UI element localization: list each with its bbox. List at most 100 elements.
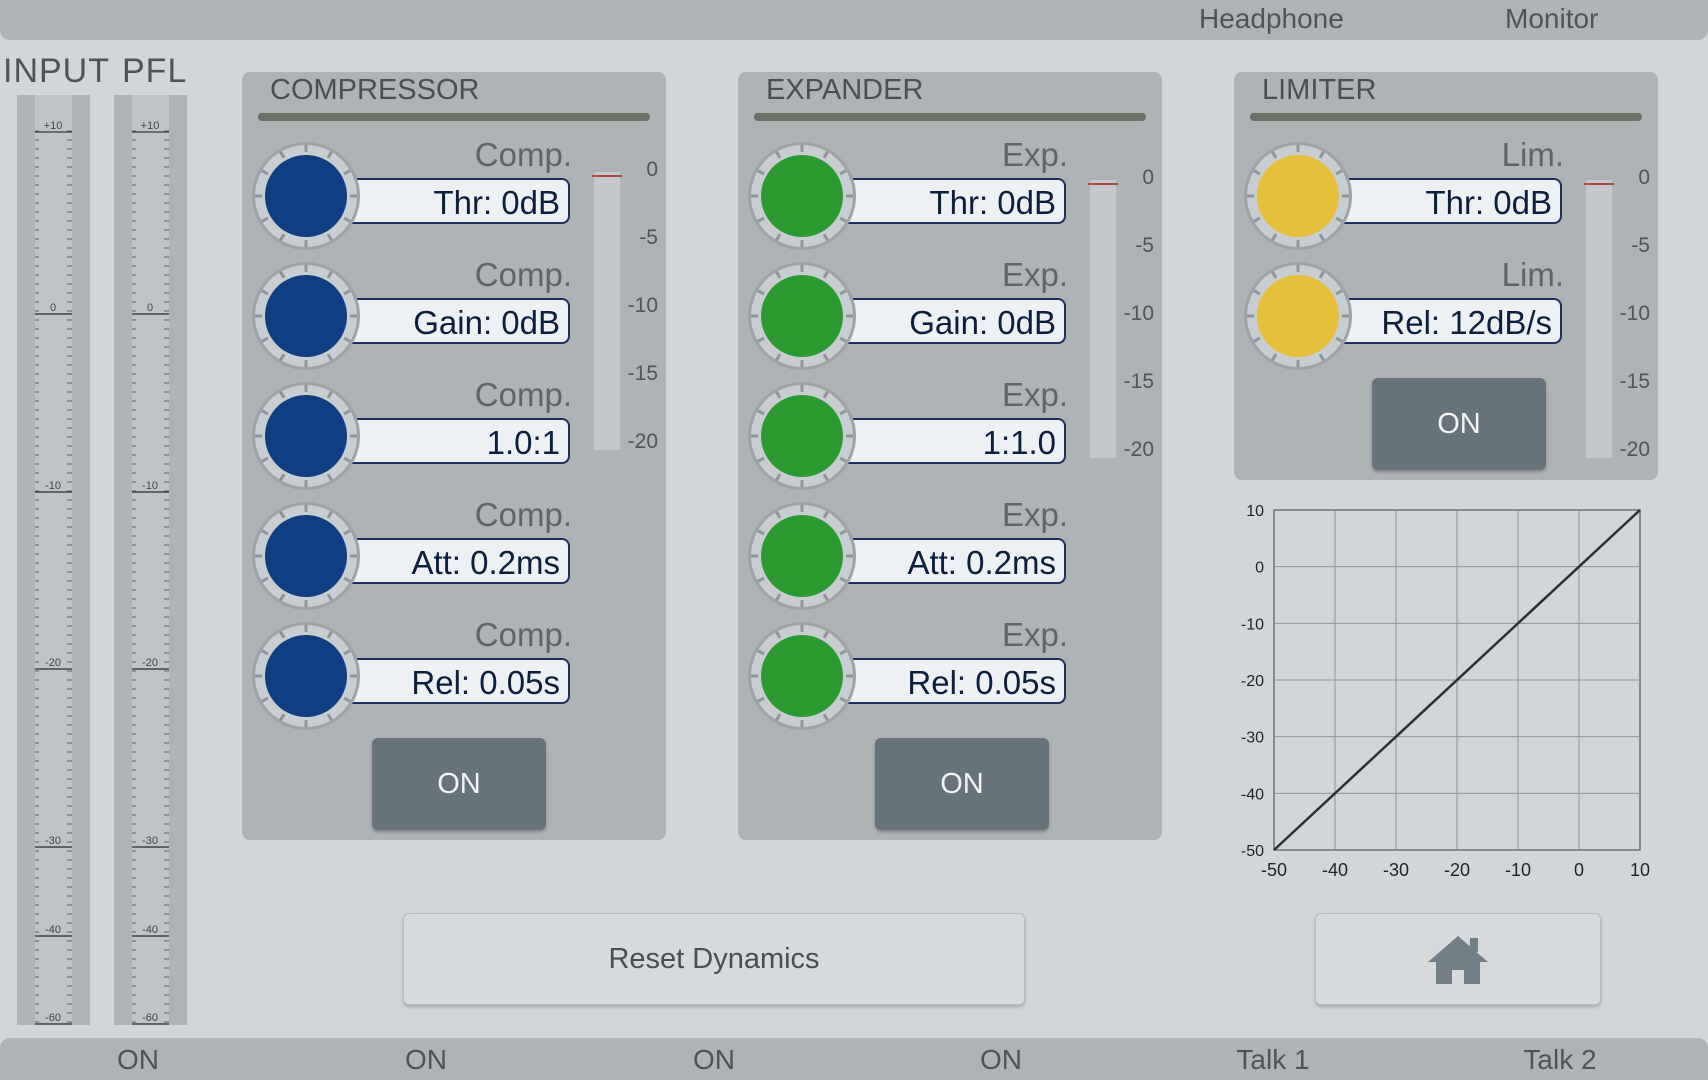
pfl-meter-scale-label: 0 [147, 302, 153, 314]
chart-x-tick-label: -10 [1505, 860, 1531, 880]
limiter-control-label: Lim. [1501, 256, 1564, 293]
compressor-knob[interactable] [252, 382, 360, 490]
expander-knob[interactable] [748, 262, 856, 370]
expander-control-value[interactable]: Gain: 0dB [840, 298, 1066, 344]
expander-control-value[interactable]: Rel: 0.05s [840, 658, 1066, 704]
expander-panel: EXPANDER Exp. Thr: 0dB Exp. Gain: 0dB Exp. 1:… [738, 72, 1162, 840]
expander-title-rule [754, 113, 1146, 121]
compressor-panel: COMPRESSOR Comp. Thr: 0dB Comp. Gain: 0dB Co… [242, 72, 666, 840]
compressor-control-5: Comp. Rel: 0.05s [252, 614, 572, 730]
compressor-knob[interactable] [252, 502, 360, 610]
input-meter-scale-label: -60 [45, 1012, 61, 1024]
footer-button-on-4[interactable]: ON [980, 1044, 1022, 1075]
input-meter-scale-label: -10 [45, 480, 61, 492]
headphone-tab[interactable]: Headphone [1199, 3, 1344, 34]
pfl-meter-scale-label: -60 [142, 1012, 158, 1024]
compressor-knob[interactable] [252, 142, 360, 250]
limiter-gr-tick-label: -10 [1619, 302, 1650, 325]
compressor-control-label: Comp. [474, 256, 572, 293]
expander-control-value[interactable]: 1:1.0 [840, 418, 1066, 464]
expander-control-1: Exp. Thr: 0dB [748, 134, 1068, 250]
bottom-bar: ON ON ON ON Talk 1 Talk 2 [0, 1038, 1708, 1080]
limiter-on-button[interactable]: ON [1372, 378, 1546, 470]
expander-control-value[interactable]: Thr: 0dB [840, 178, 1066, 224]
chart-x-tick-label: -30 [1383, 860, 1409, 880]
limiter-gr-tick-label: -20 [1619, 438, 1650, 461]
chart-x-tick-label: 10 [1630, 860, 1650, 880]
limiter-gain-reduction-meter [1584, 180, 1614, 458]
input-meter-scale-label: 0 [50, 302, 56, 314]
limiter-control-value[interactable]: Rel: 12dB/s [1336, 298, 1562, 344]
input-meter-scale-label: -40 [45, 924, 61, 936]
expander-gain-reduction-meter [1088, 180, 1118, 458]
limiter-knob[interactable] [1244, 142, 1352, 250]
compressor-control-value[interactable]: Gain: 0dB [344, 298, 570, 344]
expander-on-button[interactable]: ON [875, 738, 1049, 830]
chart-y-tick-label: 10 [1246, 503, 1264, 520]
expander-control-value[interactable]: Att: 0.2ms [840, 538, 1066, 584]
chart-x-tick-label: -20 [1444, 860, 1470, 880]
compressor-control-label: Comp. [474, 496, 572, 533]
compressor-knob[interactable] [252, 622, 360, 730]
footer-button-talk-2[interactable]: Talk 2 [1523, 1044, 1597, 1075]
top-bar: Headphone Monitor [0, 0, 1708, 40]
pfl-meter-scale-label: -40 [142, 924, 158, 936]
expander-control-label: Exp. [1001, 376, 1068, 413]
compressor-control-label: Comp. [474, 616, 572, 653]
limiter-control-label: Lim. [1501, 136, 1564, 173]
expander-gr-scale: 0 -5 -10 -15 -20 [1118, 166, 1154, 466]
compressor-gr-scale: 0 -5 -10 -15 -20 [622, 158, 658, 458]
compressor-control-value[interactable]: 1.0:1 [344, 418, 570, 464]
expander-knob[interactable] [748, 382, 856, 490]
compressor-control-value[interactable]: Rel: 0.05s [344, 658, 570, 704]
expander-control-label: Exp. [1001, 496, 1068, 533]
expander-gr-tick-label: -15 [1123, 370, 1154, 393]
chart-x-tick-label: 0 [1574, 860, 1584, 880]
limiter-knob[interactable] [1244, 262, 1352, 370]
footer-button-on-2[interactable]: ON [405, 1044, 447, 1075]
expander-knob[interactable] [748, 502, 856, 610]
compressor-gain-reduction-meter [592, 172, 622, 450]
expander-peak-marker [1088, 183, 1118, 185]
footer-button-on-1[interactable]: ON [117, 1044, 159, 1075]
expander-control-5: Exp. Rel: 0.05s [748, 614, 1068, 730]
input-meter-title: INPUT [3, 52, 110, 90]
compressor-gr-tick-label: -10 [627, 294, 658, 317]
pfl-level-meter: +10 0 -10 -20 -30 -40 -60 [114, 95, 187, 1025]
limiter-control-value[interactable]: Thr: 0dB [1336, 178, 1562, 224]
compressor-knob[interactable] [252, 262, 360, 370]
footer-button-on-3[interactable]: ON [693, 1044, 735, 1075]
limiter-gr-tick-label: -15 [1619, 370, 1650, 393]
expander-title: EXPANDER [766, 74, 924, 106]
home-button[interactable] [1315, 913, 1601, 1005]
chart-y-tick-label: -40 [1241, 786, 1264, 803]
compressor-gr-tick-label: 0 [646, 158, 658, 181]
chart-transfer-line [1273, 509, 1641, 851]
compressor-title: COMPRESSOR [270, 74, 480, 106]
compressor-gr-tick-label: -15 [627, 362, 658, 385]
limiter-control-2: Lim. Rel: 12dB/s [1244, 254, 1564, 370]
compressor-title-rule [258, 113, 650, 121]
expander-knob[interactable] [748, 622, 856, 730]
footer-button-talk-1[interactable]: Talk 1 [1236, 1044, 1310, 1075]
chart-y-tick-label: -50 [1241, 843, 1264, 860]
monitor-tab[interactable]: Monitor [1505, 3, 1599, 34]
input-meter-scale-label: +10 [44, 120, 63, 132]
expander-gr-tick-label: 0 [1142, 166, 1154, 189]
compressor-control-3: Comp. 1.0:1 [252, 374, 572, 490]
expander-gr-tick-label: -5 [1135, 234, 1154, 257]
compressor-on-button[interactable]: ON [372, 738, 546, 830]
expander-control-2: Exp. Gain: 0dB [748, 254, 1068, 370]
chart-y-tick-label: 0 [1255, 560, 1264, 577]
compressor-control-4: Comp. Att: 0.2ms [252, 494, 572, 610]
input-meter-scale-label: -20 [45, 657, 61, 669]
expander-knob[interactable] [748, 142, 856, 250]
expander-gr-tick-label: -10 [1123, 302, 1154, 325]
limiter-title-rule [1250, 113, 1642, 121]
compressor-control-value[interactable]: Att: 0.2ms [344, 538, 570, 584]
reset-dynamics-button[interactable]: Reset Dynamics [403, 913, 1025, 1005]
compressor-control-value[interactable]: Thr: 0dB [344, 178, 570, 224]
input-meter-scale-label: -30 [45, 835, 61, 847]
chart-x-tick-label: -40 [1322, 860, 1348, 880]
compressor-control-label: Comp. [474, 376, 572, 413]
